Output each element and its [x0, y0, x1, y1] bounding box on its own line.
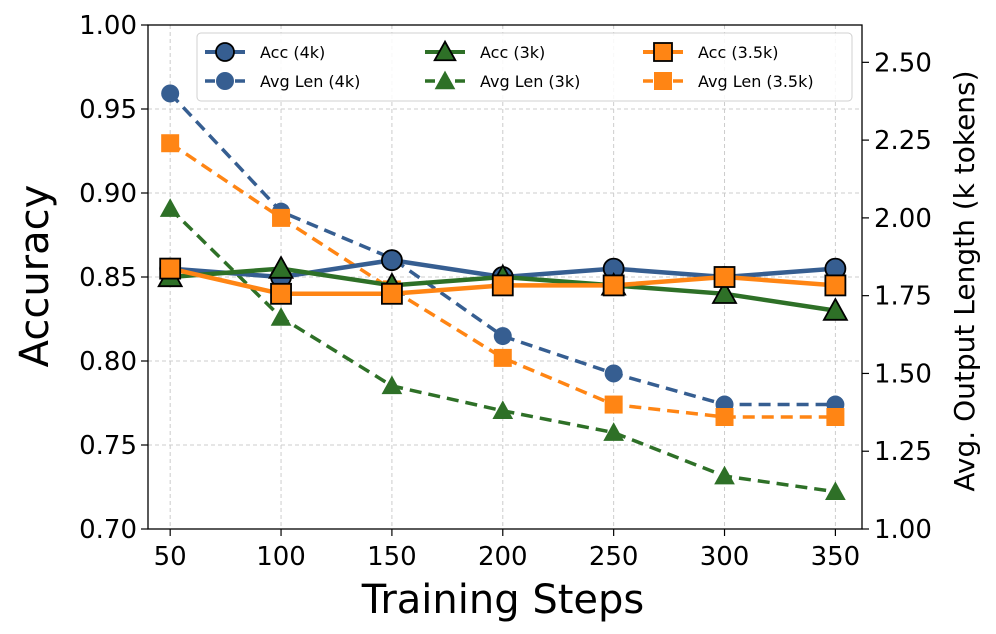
legend-label: Avg Len (4k) [260, 72, 360, 91]
data-point [270, 282, 292, 305]
y2-tick-label: 1.50 [874, 359, 932, 389]
data-point [270, 307, 292, 326]
data-point [825, 481, 846, 500]
series-layer [157, 84, 849, 500]
data-point [381, 375, 403, 395]
x-axis: 50 100 150 200 250 300 350 [154, 529, 861, 572]
legend-label: Acc (3k) [480, 43, 545, 62]
y-tick-label: 0.80 [79, 347, 137, 377]
x-axis-title: Training Steps [361, 577, 644, 623]
data-point [159, 257, 182, 280]
data-point [604, 395, 623, 414]
legend-label: Avg Len (3k) [480, 72, 580, 91]
data-point [272, 208, 291, 227]
legend-marker [654, 72, 672, 90]
y2-tick-label: 2.50 [874, 48, 932, 78]
y-tick-label: 0.75 [79, 431, 137, 461]
series-acc-3-5k- [159, 257, 847, 305]
y-tick-label: 0.90 [79, 179, 137, 209]
y-tick-label: 0.85 [79, 263, 137, 293]
legend-marker [653, 42, 673, 62]
y-axis-title: Accuracy [12, 185, 58, 368]
legend-label: Acc (3.5k) [698, 43, 779, 62]
y2-tick-label: 1.75 [874, 282, 932, 312]
data-point [604, 364, 623, 383]
legend-item: Acc (4k) [205, 42, 325, 62]
legend-item: Acc (3.5k) [643, 42, 779, 62]
y2-tick-label: 1.00 [874, 515, 932, 545]
x-tick-label: 200 [478, 542, 528, 572]
data-point [713, 266, 736, 288]
legend-marker [216, 72, 234, 90]
y-axis-left: 0.70 0.75 0.80 0.85 0.90 0.95 1.00 [79, 11, 148, 545]
y2-axis-title: Avg. Output Length (k tokens) [948, 70, 981, 491]
data-point [826, 408, 845, 426]
data-point [161, 134, 180, 153]
y-tick-label: 0.70 [79, 515, 137, 545]
data-point [493, 348, 512, 367]
x-tick-label: 100 [256, 542, 306, 572]
data-point [381, 249, 403, 272]
legend: Acc (4k) Avg Len (4k) Acc (3k) Avg Len (3k)… [196, 32, 853, 102]
legend-marker [215, 42, 235, 62]
legend-item: Avg Len (3k) [425, 70, 580, 91]
data-point [268, 255, 295, 279]
y2-tick-label: 2.25 [874, 126, 932, 156]
data-point [491, 274, 514, 297]
data-point [715, 408, 734, 426]
series-avg-len-3k- [159, 198, 846, 500]
legend-item: Acc (3k) [425, 39, 545, 62]
y-tick-label: 1.00 [79, 11, 137, 41]
x-tick-label: 250 [589, 542, 639, 572]
y2-tick-label: 1.25 [874, 437, 932, 467]
legend-box [196, 32, 853, 102]
data-point [603, 422, 625, 441]
x-tick-label: 350 [811, 542, 861, 572]
x-tick-label: 50 [154, 542, 187, 572]
data-point [714, 465, 735, 485]
data-point [711, 280, 738, 304]
data-point [159, 198, 181, 217]
x-tick-label: 150 [367, 542, 417, 572]
legend-item: Avg Len (4k) [205, 72, 360, 91]
legend-item: Avg Len (3.5k) [643, 72, 814, 91]
data-point [493, 327, 512, 346]
y-axis-right: 1.00 1.25 1.50 1.75 2.00 2.25 2.50 [862, 48, 932, 545]
data-point [161, 84, 180, 103]
y2-tick-label: 2.00 [874, 204, 932, 234]
legend-label: Avg Len (3.5k) [698, 72, 814, 91]
legend-label: Acc (4k) [260, 43, 325, 62]
data-point [602, 274, 625, 297]
legend-marker [434, 70, 456, 90]
data-point [381, 282, 403, 305]
data-point [492, 400, 514, 420]
data-point [824, 274, 847, 297]
legend-marker [433, 39, 457, 62]
data-point [822, 297, 849, 321]
x-tick-label: 300 [700, 542, 750, 572]
y-tick-label: 0.95 [79, 95, 137, 125]
